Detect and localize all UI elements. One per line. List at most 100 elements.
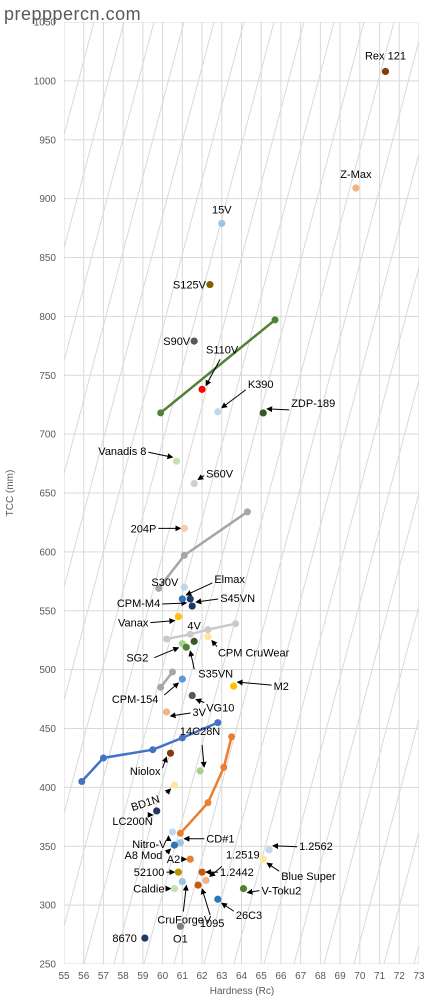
arrow-3v: [169, 712, 191, 719]
gridline-diagonal: [293, 491, 419, 964]
arrow-niolox: [161, 756, 168, 769]
label-s30v: S30V: [151, 577, 179, 589]
arrow-14c28n: [200, 744, 207, 768]
point-1-2519: [202, 876, 210, 884]
point-s45vn: [188, 602, 196, 610]
label-blue-super: Blue Super: [281, 871, 336, 883]
trend-point-4-1: [157, 683, 165, 691]
label-s90v: S90V: [163, 336, 191, 348]
point-s110v: [198, 385, 206, 393]
point-a2: [186, 855, 194, 863]
y-tick-label-250: 250: [39, 960, 56, 971]
label-zdp-189: ZDP-189: [291, 398, 335, 410]
gridline-diagonal: [353, 717, 419, 964]
point-v-toku2: [239, 885, 248, 893]
point-vanax: [174, 613, 182, 621]
point-s35vn: [182, 643, 190, 651]
x-tick-label-58: 58: [118, 971, 130, 982]
label-15v: 15V: [212, 204, 232, 216]
arrow-26c3: [221, 902, 235, 912]
point-labels: Rex 121 Z-Max 15V S125V S90V S110V K390 ZDP-189…: [98, 50, 406, 945]
gridline-diagonal: [323, 604, 419, 964]
gridline-diagonal: [64, 22, 275, 816]
point-vanadis-8: [172, 457, 181, 465]
label-vanadis-8: Vanadis 8: [98, 446, 146, 458]
arrow-vanax: [150, 618, 176, 625]
y-tick-label-750: 750: [39, 371, 56, 382]
gridline-diagonal: [143, 22, 395, 964]
y-tick-label-400: 400: [39, 783, 56, 794]
gridline-diagonal: [173, 38, 419, 964]
label-1-2442: 1.2442: [220, 867, 254, 879]
arrow-vg10: [195, 698, 205, 705]
x-tick-label-66: 66: [275, 971, 287, 982]
arrow-blue-super: [266, 862, 280, 872]
trend-point-3-1: [163, 635, 171, 643]
x-tick-label-70: 70: [354, 971, 366, 982]
y-tick-label-550: 550: [39, 606, 56, 617]
label-s110v: S110V: [206, 344, 239, 356]
label-niolox: Niolox: [130, 766, 161, 778]
trend-line-1: [159, 318, 276, 414]
point-k390: [214, 408, 222, 416]
label-cd-1: CD#1: [206, 834, 234, 846]
label-204p: 204P: [131, 523, 157, 535]
arrow-bd1n: [164, 788, 172, 795]
gridline-diagonal: [0, 22, 4, 964]
trend-point-6-1: [176, 829, 184, 837]
point-niolox: [166, 749, 175, 757]
point-rex-121: [381, 67, 390, 76]
point-vg10: [188, 691, 196, 700]
label-cpm-154: CPM-154: [112, 694, 158, 706]
label-vg10: VG10: [206, 703, 234, 715]
point-4v: [190, 637, 198, 645]
label-8670: 8670: [112, 933, 136, 945]
label-k390: K390: [248, 379, 274, 391]
y-tick-label-800: 800: [39, 312, 56, 323]
label-lc200n: LC200N: [112, 816, 152, 828]
label-1-2519: 1.2519: [226, 849, 260, 861]
point-cd-1: [176, 839, 184, 847]
trend-point-5-5: [214, 719, 222, 727]
trend-point-6-4: [228, 733, 236, 741]
trend-point-1-2: [271, 316, 279, 324]
x-tick-label-69: 69: [335, 971, 347, 982]
x-tick-label-56: 56: [78, 971, 90, 982]
arrow-elmax: [185, 582, 213, 596]
x-tick-label-63: 63: [216, 971, 228, 982]
y-tick-label-1050: 1050: [34, 18, 57, 29]
y-tick-label-350: 350: [39, 842, 56, 853]
point-blue-super: [259, 855, 267, 863]
arrow-s45vn: [195, 598, 219, 605]
label-a8-mod: A8 Mod: [125, 850, 163, 862]
trend-point-5-3: [149, 746, 157, 754]
arrow-cpm-cruwear: [211, 639, 218, 647]
point-cruforgev: [178, 877, 186, 886]
label-arrows: [148, 359, 298, 916]
y-tick-label-600: 600: [39, 547, 56, 558]
x-tick-label-72: 72: [394, 971, 406, 982]
gridline-diagonal: [64, 22, 155, 364]
label-caldie: Caldie: [133, 884, 164, 896]
label-s60v: S60V: [206, 469, 234, 481]
point-caldie: [170, 885, 179, 893]
label-s45vn: S45VN: [220, 593, 255, 605]
label-z-max: Z-Max: [340, 169, 372, 181]
data-points: [141, 67, 390, 942]
x-axis-title: Hardness (Rc): [210, 986, 274, 997]
arrow-v-toku2: [246, 888, 260, 895]
point-s90v: [190, 337, 198, 345]
point-lc200n: [153, 807, 161, 815]
x-tick-label-61: 61: [177, 971, 189, 982]
point-bd1n: [170, 781, 179, 789]
point-cpm-154: [178, 675, 186, 683]
label-4v: 4V: [187, 620, 201, 632]
y-tick-label-300: 300: [39, 901, 56, 912]
arrow-s60v: [197, 474, 205, 481]
point-m2: [230, 682, 238, 690]
label-nitro-v: Nitro-V: [132, 839, 167, 851]
label-v-toku2: V-Toku2: [261, 886, 301, 898]
arrow-vanadis-8: [148, 451, 174, 460]
label-52100: 52100: [134, 867, 165, 879]
gridline-diagonal: [64, 22, 215, 590]
